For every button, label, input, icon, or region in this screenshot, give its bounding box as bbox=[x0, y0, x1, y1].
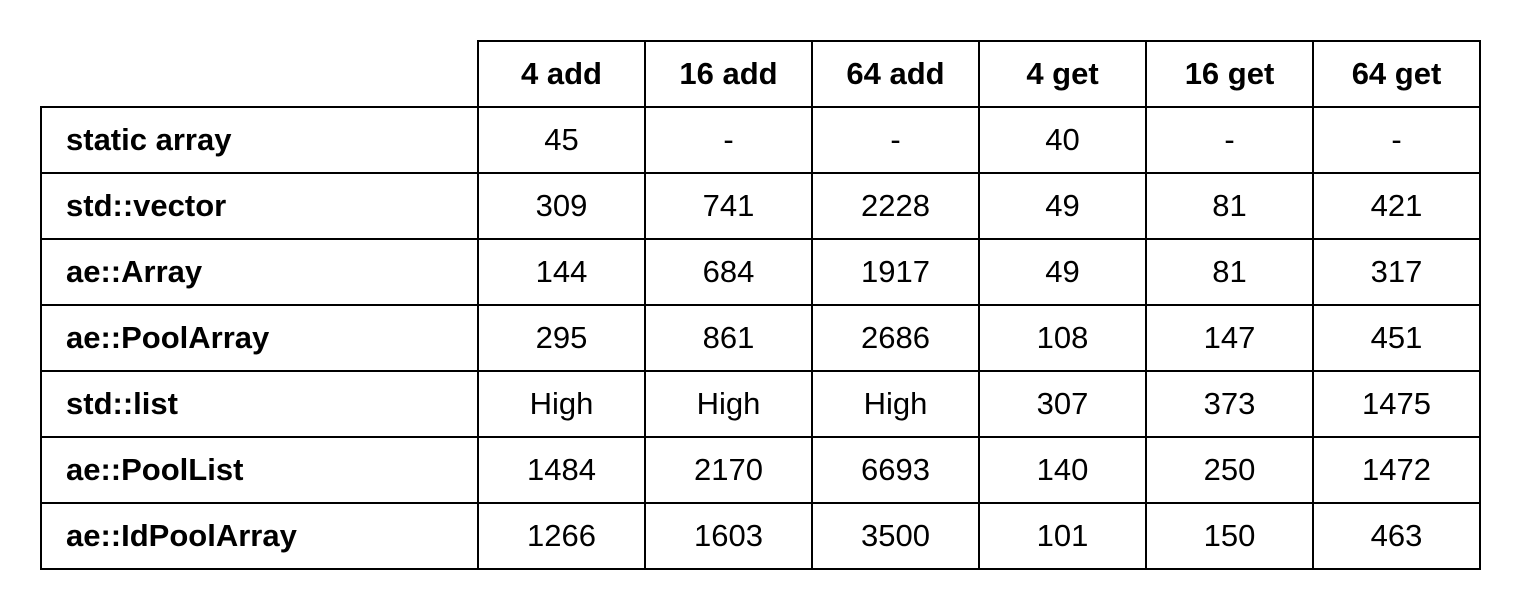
table-cell: 421 bbox=[1312, 172, 1481, 240]
table-cell: 451 bbox=[1312, 304, 1481, 372]
row-label: ae::PoolArray bbox=[40, 304, 479, 372]
column-header: 4 get bbox=[978, 40, 1147, 108]
row-label: ae::Array bbox=[40, 238, 479, 306]
corner-cell bbox=[41, 41, 479, 108]
table-row: static array 45 - - 40 - - bbox=[40, 106, 1481, 174]
benchmark-table: 4 add 16 add 64 add 4 get 16 get 64 get … bbox=[40, 40, 1481, 570]
column-header: 64 get bbox=[1312, 40, 1481, 108]
table-cell: 49 bbox=[978, 172, 1147, 240]
header-row: 4 add 16 add 64 add 4 get 16 get 64 get bbox=[41, 40, 1481, 108]
table-cell: 144 bbox=[477, 238, 646, 306]
table-cell: 147 bbox=[1145, 304, 1314, 372]
table-cell: 3500 bbox=[811, 502, 980, 570]
table-body: static array 45 - - 40 - - std::vector 3… bbox=[40, 106, 1481, 570]
table-cell: 101 bbox=[978, 502, 1147, 570]
table-cell: 108 bbox=[978, 304, 1147, 372]
table-cell: 1475 bbox=[1312, 370, 1481, 438]
table-cell: 140 bbox=[978, 436, 1147, 504]
table-cell: 307 bbox=[978, 370, 1147, 438]
table-cell: 250 bbox=[1145, 436, 1314, 504]
table-cell: 150 bbox=[1145, 502, 1314, 570]
table-row: ae::PoolList 1484 2170 6693 140 250 1472 bbox=[40, 436, 1481, 504]
column-header: 16 add bbox=[644, 40, 813, 108]
row-label: ae::PoolList bbox=[40, 436, 479, 504]
table-cell: 741 bbox=[644, 172, 813, 240]
table-cell: 49 bbox=[978, 238, 1147, 306]
table-cell: 309 bbox=[477, 172, 646, 240]
table-cell: 861 bbox=[644, 304, 813, 372]
table-cell: 317 bbox=[1312, 238, 1481, 306]
table-cell: 81 bbox=[1145, 238, 1314, 306]
row-label: ae::IdPoolArray bbox=[40, 502, 479, 570]
table-row: ae::Array 144 684 1917 49 81 317 bbox=[40, 238, 1481, 306]
table-cell: 45 bbox=[477, 106, 646, 174]
table-cell: 1917 bbox=[811, 238, 980, 306]
table-cell: 2170 bbox=[644, 436, 813, 504]
table-row: ae::IdPoolArray 1266 1603 3500 101 150 4… bbox=[40, 502, 1481, 570]
table-cell: - bbox=[1145, 106, 1314, 174]
table-header: 4 add 16 add 64 add 4 get 16 get 64 get bbox=[41, 40, 1481, 108]
table-cell: 684 bbox=[644, 238, 813, 306]
column-header: 4 add bbox=[477, 40, 646, 108]
table-row: std::list High High High 307 373 1475 bbox=[40, 370, 1481, 438]
table-cell: 1484 bbox=[477, 436, 646, 504]
table-cell: High bbox=[811, 370, 980, 438]
column-header: 64 add bbox=[811, 40, 980, 108]
table-cell: 373 bbox=[1145, 370, 1314, 438]
table-cell: 81 bbox=[1145, 172, 1314, 240]
row-label: std::list bbox=[40, 370, 479, 438]
table-cell: 1472 bbox=[1312, 436, 1481, 504]
table-cell: 463 bbox=[1312, 502, 1481, 570]
table-row: std::vector 309 741 2228 49 81 421 bbox=[40, 172, 1481, 240]
table-cell: 295 bbox=[477, 304, 646, 372]
row-label: std::vector bbox=[40, 172, 479, 240]
table-cell: High bbox=[644, 370, 813, 438]
table-cell: 6693 bbox=[811, 436, 980, 504]
table-cell: - bbox=[644, 106, 813, 174]
table-cell: 2686 bbox=[811, 304, 980, 372]
table-cell: High bbox=[477, 370, 646, 438]
table-cell: 2228 bbox=[811, 172, 980, 240]
table-cell: - bbox=[811, 106, 980, 174]
table-cell: - bbox=[1312, 106, 1481, 174]
column-header: 16 get bbox=[1145, 40, 1314, 108]
table-row: ae::PoolArray 295 861 2686 108 147 451 bbox=[40, 304, 1481, 372]
row-label: static array bbox=[40, 106, 479, 174]
table-cell: 40 bbox=[978, 106, 1147, 174]
table-cell: 1603 bbox=[644, 502, 813, 570]
table-cell: 1266 bbox=[477, 502, 646, 570]
